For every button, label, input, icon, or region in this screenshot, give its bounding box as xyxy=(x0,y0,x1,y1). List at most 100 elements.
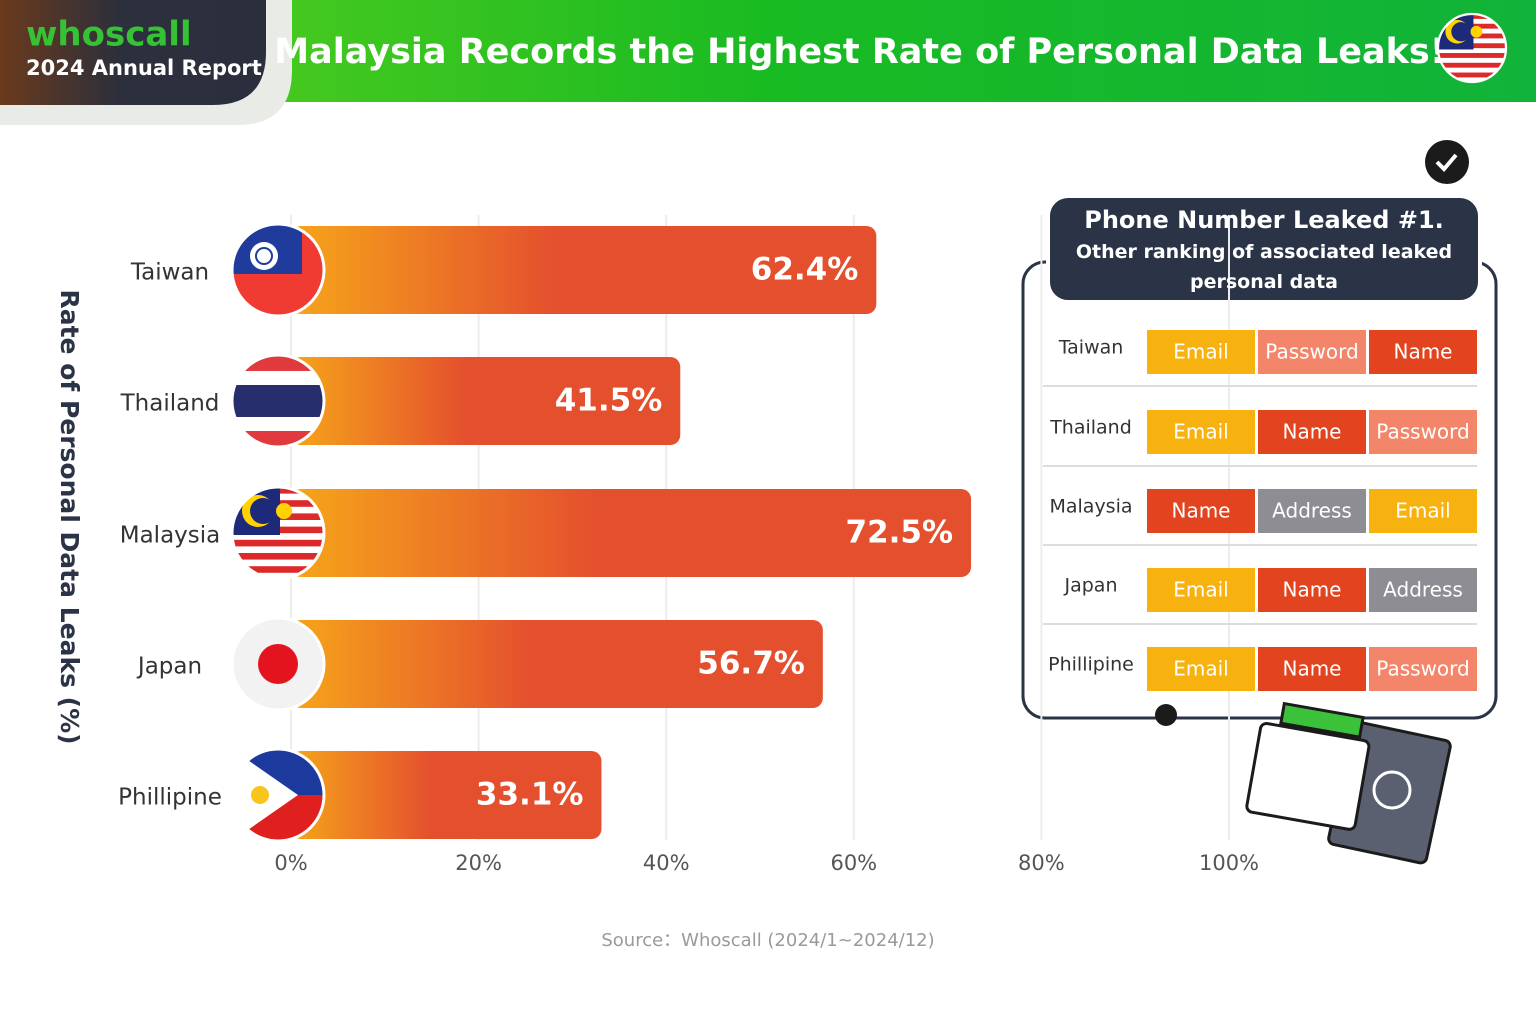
panel-country: Taiwan xyxy=(1058,337,1124,359)
flag xyxy=(232,355,324,447)
flag-part xyxy=(1470,25,1483,38)
bar xyxy=(291,751,602,839)
badge-small xyxy=(1155,704,1177,726)
bar xyxy=(291,489,972,577)
panel-country: Phillipine xyxy=(1048,654,1134,676)
chip-label: Email xyxy=(1395,499,1451,523)
bar xyxy=(291,357,681,445)
flag-part xyxy=(232,553,324,560)
x-tick-label: 60% xyxy=(830,851,877,875)
chip-label: Email xyxy=(1173,420,1229,444)
flag-part xyxy=(1438,62,1506,68)
category-label: Phillipine xyxy=(118,785,222,811)
chip-label: Name xyxy=(1282,578,1341,602)
flag-part xyxy=(276,503,292,519)
value-label: 62.4% xyxy=(751,252,859,288)
id-card xyxy=(1245,721,1371,831)
chip xyxy=(1369,330,1477,374)
flag xyxy=(232,487,324,579)
chip xyxy=(1147,489,1255,533)
bar xyxy=(291,620,823,708)
x-tick-label: 100% xyxy=(1199,851,1259,875)
chip xyxy=(1369,410,1477,454)
chip-label: Password xyxy=(1376,420,1469,444)
flag xyxy=(232,224,324,316)
panel-subtitle: Other ranking of associated leaked person… xyxy=(1076,241,1452,293)
flag xyxy=(232,618,324,710)
chip-label: Address xyxy=(1383,578,1463,602)
illustration xyxy=(1245,701,1452,865)
chip-label: Name xyxy=(1171,499,1230,523)
chip xyxy=(1258,647,1366,691)
category-label: Thailand xyxy=(120,391,220,417)
chip-label: Name xyxy=(1282,657,1341,681)
flag xyxy=(1438,14,1506,82)
category-label: Taiwan xyxy=(130,260,209,286)
badge xyxy=(1425,140,1469,184)
chip-label: Password xyxy=(1376,657,1469,681)
flag-rim xyxy=(230,616,326,712)
flag-part xyxy=(257,249,271,263)
flag-rim xyxy=(230,222,326,318)
chip-label: Email xyxy=(1173,657,1229,681)
chart-title: Malaysia Records the Highest Rate of Per… xyxy=(274,32,1445,72)
flag-part xyxy=(1438,72,1506,78)
panel-country: Malaysia xyxy=(1049,496,1132,518)
chip xyxy=(1258,330,1366,374)
flag-part xyxy=(251,786,269,804)
value-label: 72.5% xyxy=(846,515,954,551)
flag-part xyxy=(258,644,298,684)
value-label: 56.7% xyxy=(697,646,805,682)
chip xyxy=(1147,410,1255,454)
chip-label: Name xyxy=(1393,340,1452,364)
x-tick-label: 80% xyxy=(1018,851,1065,875)
panel-header xyxy=(1046,194,1482,304)
flag-part xyxy=(1438,53,1506,58)
value-label: 33.1% xyxy=(476,777,584,813)
header-flag xyxy=(1436,12,1508,84)
flag-part xyxy=(1451,22,1471,42)
x-tick-label: 0% xyxy=(274,851,307,875)
brand: whoscall xyxy=(26,15,192,55)
flag-part xyxy=(232,539,324,547)
chip-label: Password xyxy=(1265,340,1358,364)
brand-pill xyxy=(0,0,266,105)
chip xyxy=(1258,410,1366,454)
category-label: Japan xyxy=(136,654,202,680)
chip xyxy=(1147,330,1255,374)
panel-country: Thailand xyxy=(1049,417,1132,439)
chip xyxy=(1258,568,1366,612)
chip xyxy=(1258,489,1366,533)
chip-label: Address xyxy=(1272,499,1352,523)
value-label: 41.5% xyxy=(555,383,663,419)
x-tick-label: 40% xyxy=(643,851,690,875)
chip-label: Name xyxy=(1282,420,1341,444)
report: 2024 Annual Report xyxy=(26,56,262,80)
category-label: Malaysia xyxy=(120,523,221,549)
chip xyxy=(1147,647,1255,691)
flag-part xyxy=(250,498,276,524)
flag-part xyxy=(232,385,324,417)
x-tick-label: 20% xyxy=(455,851,502,875)
source: Source：Whoscall (2024/1~2024/12) xyxy=(601,930,934,951)
chip xyxy=(1147,568,1255,612)
flag-rim xyxy=(230,353,326,449)
card-tab xyxy=(1279,701,1365,739)
chip-label: Email xyxy=(1173,340,1229,364)
panel-title: Phone Number Leaked #1. xyxy=(1084,206,1444,234)
flag-part xyxy=(232,566,324,573)
chip xyxy=(1369,568,1477,612)
chip-label: Email xyxy=(1173,578,1229,602)
globe xyxy=(1372,770,1412,810)
y-axis-label: Rate of Personal Data Leaks (%) xyxy=(55,289,84,744)
bar xyxy=(291,226,877,314)
badge-check xyxy=(1435,153,1458,172)
flag-rim xyxy=(230,747,326,843)
flag-rim xyxy=(230,485,326,581)
chip xyxy=(1369,647,1477,691)
chip xyxy=(1369,489,1477,533)
panel-country: Japan xyxy=(1064,575,1118,597)
flag-rim xyxy=(1436,12,1508,84)
